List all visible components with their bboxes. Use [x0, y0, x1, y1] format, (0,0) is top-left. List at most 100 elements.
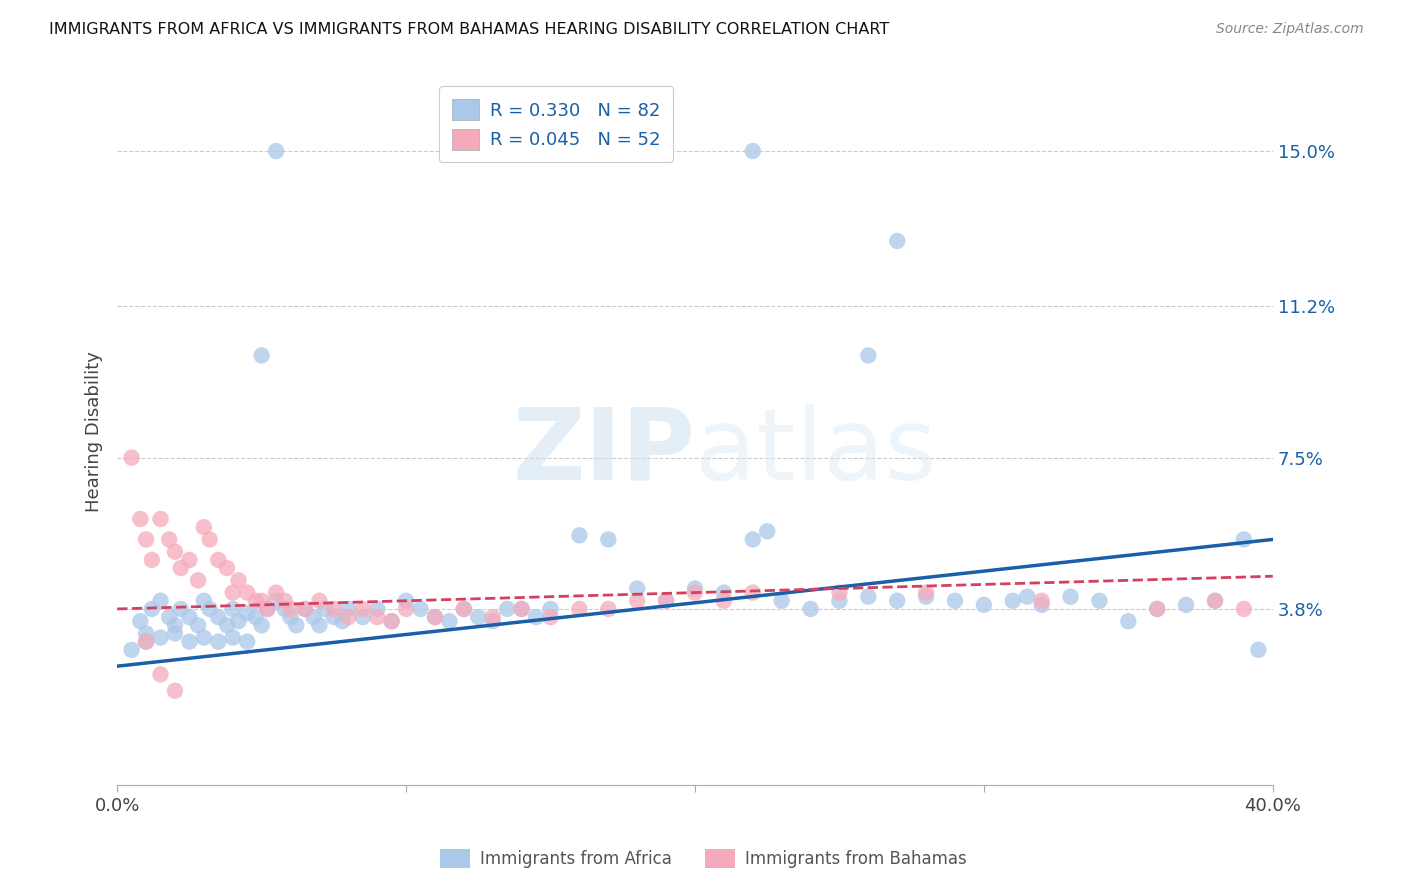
Point — [179, 553, 201, 567]
Point — [598, 602, 620, 616]
Point — [828, 585, 851, 599]
Point — [302, 610, 325, 624]
Point — [381, 614, 404, 628]
Point — [264, 585, 287, 599]
Point — [264, 594, 287, 608]
Point — [655, 594, 678, 608]
Point — [481, 610, 503, 624]
Point — [741, 533, 763, 547]
Point — [799, 602, 821, 616]
Point — [222, 602, 245, 616]
Point — [381, 614, 404, 628]
Point — [858, 590, 880, 604]
Point — [121, 450, 143, 465]
Point — [713, 585, 735, 599]
Point — [423, 610, 446, 624]
Point — [439, 614, 461, 628]
Point — [222, 585, 245, 599]
Point — [129, 512, 152, 526]
Point — [198, 602, 221, 616]
Point — [179, 610, 201, 624]
Point — [1059, 590, 1081, 604]
Point — [285, 618, 308, 632]
Point — [250, 594, 273, 608]
Point — [568, 528, 591, 542]
Point — [256, 602, 278, 616]
Point — [322, 602, 344, 616]
Point — [193, 594, 215, 608]
Point — [207, 610, 229, 624]
Y-axis label: Hearing Disability: Hearing Disability — [86, 351, 103, 511]
Point — [207, 634, 229, 648]
Point — [828, 594, 851, 608]
Point — [756, 524, 779, 539]
Point — [337, 610, 360, 624]
Point — [222, 631, 245, 645]
Point — [264, 144, 287, 158]
Point — [228, 574, 250, 588]
Point — [741, 144, 763, 158]
Point — [245, 594, 267, 608]
Point — [858, 348, 880, 362]
Point — [308, 618, 330, 632]
Point — [215, 618, 238, 632]
Point — [294, 602, 316, 616]
Point — [337, 602, 360, 616]
Point — [170, 561, 193, 575]
Point — [149, 594, 172, 608]
Legend: Immigrants from Africa, Immigrants from Bahamas: Immigrants from Africa, Immigrants from … — [433, 842, 973, 875]
Point — [453, 602, 475, 616]
Point — [332, 614, 354, 628]
Point — [163, 683, 186, 698]
Point — [524, 610, 547, 624]
Point — [135, 626, 157, 640]
Point — [423, 610, 446, 624]
Point — [135, 533, 157, 547]
Point — [207, 553, 229, 567]
Point — [322, 610, 344, 624]
Point — [683, 585, 706, 599]
Point — [915, 590, 938, 604]
Point — [250, 618, 273, 632]
Point — [886, 234, 908, 248]
Point — [294, 602, 316, 616]
Point — [713, 594, 735, 608]
Point — [352, 602, 374, 616]
Point — [236, 606, 259, 620]
Point — [510, 602, 533, 616]
Point — [163, 618, 186, 632]
Point — [256, 602, 278, 616]
Point — [886, 594, 908, 608]
Point — [280, 610, 302, 624]
Point — [1146, 602, 1168, 616]
Point — [1017, 590, 1039, 604]
Point — [1233, 602, 1256, 616]
Point — [1031, 598, 1053, 612]
Point — [149, 512, 172, 526]
Point — [1088, 594, 1111, 608]
Point — [170, 602, 193, 616]
Point — [198, 533, 221, 547]
Point — [274, 594, 297, 608]
Point — [626, 594, 648, 608]
Point — [187, 574, 209, 588]
Point — [1118, 614, 1140, 628]
Point — [481, 614, 503, 628]
Point — [274, 602, 297, 616]
Point — [187, 618, 209, 632]
Point — [395, 594, 418, 608]
Point — [179, 634, 201, 648]
Point — [135, 634, 157, 648]
Point — [245, 610, 267, 624]
Point — [352, 610, 374, 624]
Point — [149, 667, 172, 681]
Point — [1175, 598, 1198, 612]
Point — [314, 602, 336, 616]
Point — [135, 634, 157, 648]
Point — [626, 582, 648, 596]
Point — [215, 561, 238, 575]
Point — [943, 594, 966, 608]
Point — [141, 602, 163, 616]
Point — [973, 598, 995, 612]
Point — [1031, 594, 1053, 608]
